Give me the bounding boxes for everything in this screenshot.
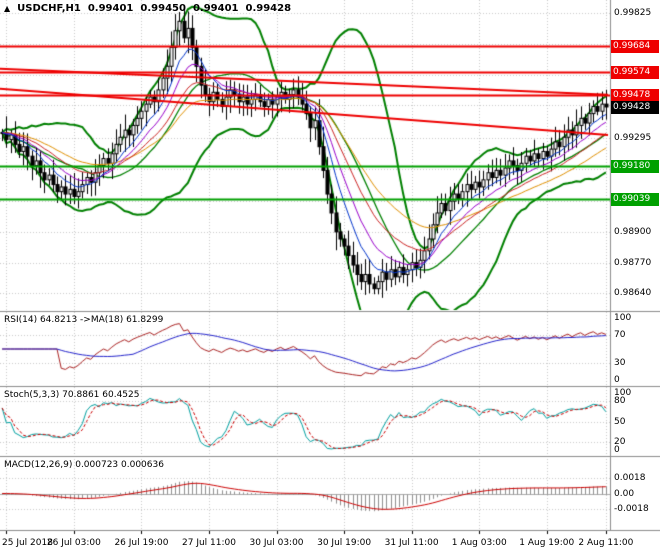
candlestick-chart-canvas[interactable]: [0, 0, 660, 560]
trading-chart-window: ▲ USDCHF,H1 0.99401 0.99450 0.99401 0.99…: [0, 0, 660, 560]
